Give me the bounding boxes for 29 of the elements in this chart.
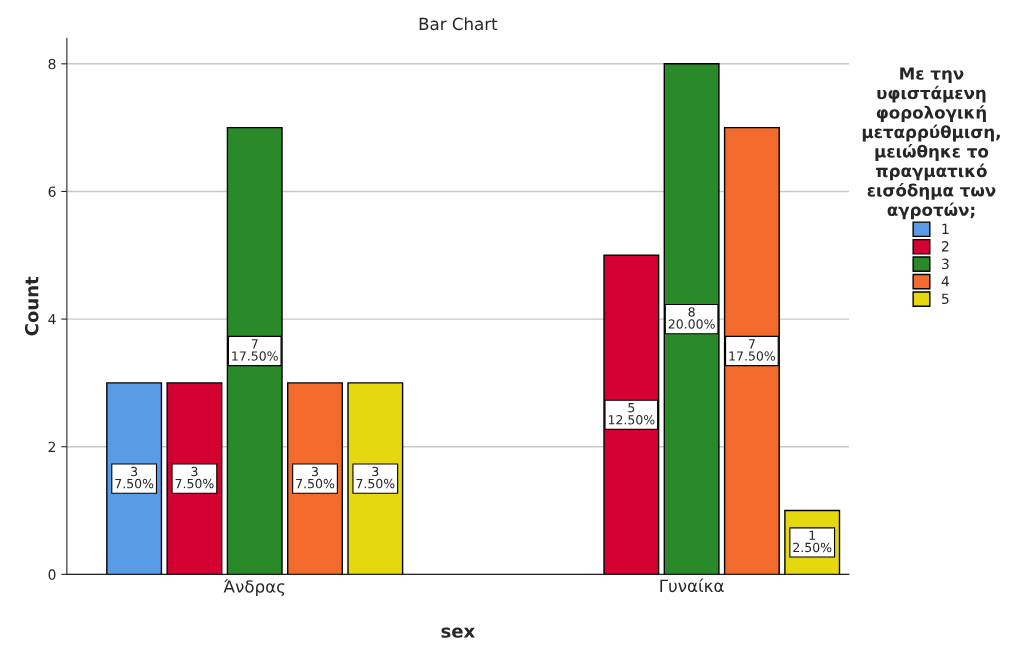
legend-label: 3 xyxy=(941,258,949,270)
data-label: 3 7.50% xyxy=(296,466,335,489)
legend-label: 5 xyxy=(942,293,949,304)
legend-label: 1 xyxy=(942,223,949,234)
data-label: 1 2.50% xyxy=(793,530,832,553)
data-label: 3 7.50% xyxy=(356,466,395,489)
bar xyxy=(603,254,660,575)
legend-title: Με την υφιστάμενη φορολογική μεταρρύθμιση, μειώθηκε το πραγματικό εισόδημα των αγροτών; xyxy=(862,67,1000,220)
y-tick-label: 4 xyxy=(48,314,56,325)
legend-label: 4 xyxy=(941,276,949,287)
bar xyxy=(723,126,780,575)
bar xyxy=(663,63,720,575)
data-label: 8 20.00% xyxy=(668,307,715,329)
y-tick-label: 0 xyxy=(48,569,56,580)
data-label: 7 17.50% xyxy=(232,339,278,361)
chart-title: Bar Chart xyxy=(419,17,498,31)
data-label: 3 7.50% xyxy=(115,466,154,489)
x-tick-label: Άνδρας xyxy=(223,579,285,597)
y-tick-label: 2 xyxy=(48,441,56,453)
x-tick-label: Γυναίκα xyxy=(660,578,724,593)
data-label: 7 17.50% xyxy=(729,339,776,361)
data-label: 5 12.50% xyxy=(608,403,655,425)
data-label: 3 7.50% xyxy=(175,466,214,489)
x-axis-title: sex xyxy=(441,627,475,638)
y-tick-label: 8 xyxy=(48,58,56,70)
bar xyxy=(226,126,283,575)
y-axis-title: Count xyxy=(24,276,39,336)
legend-label: 2 xyxy=(941,241,949,252)
y-tick-label: 6 xyxy=(48,186,56,197)
